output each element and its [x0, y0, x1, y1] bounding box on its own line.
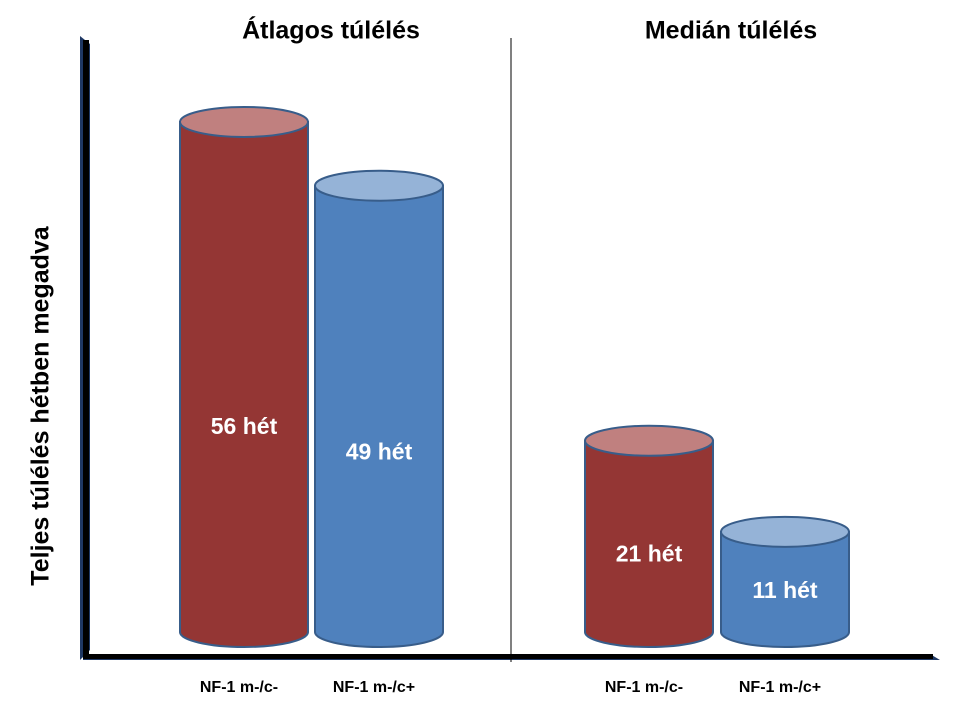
x-tick-label: NF-1 m-/c-	[605, 679, 683, 696]
cylinder-top	[720, 515, 850, 548]
cylinder-body	[179, 120, 309, 648]
y-axis	[83, 40, 89, 660]
cylinder-top	[314, 169, 444, 202]
x-tick-label: NF-1 m-/c+	[333, 679, 415, 696]
panel-title: Átlagos túlélés	[242, 16, 420, 45]
cylinder-body	[584, 439, 714, 648]
cylinder-top	[584, 424, 714, 457]
x-tick-label: NF-1 m-/c-	[200, 679, 278, 696]
cylinder-top	[179, 105, 309, 138]
y-axis-label: Teljes túlélés hétben megadva	[27, 225, 55, 585]
value-label: 11 hét	[752, 577, 818, 603]
value-label: 56 hét	[211, 413, 278, 439]
cylinder-body	[314, 184, 444, 648]
value-label: 49 hét	[346, 439, 413, 465]
cylinder-body	[720, 530, 850, 648]
x-axis	[83, 654, 933, 659]
x-tick-label: NF-1 m-/c+	[739, 679, 821, 696]
value-label: 21 hét	[616, 541, 683, 567]
panel-title: Medián túlélés	[645, 17, 817, 45]
